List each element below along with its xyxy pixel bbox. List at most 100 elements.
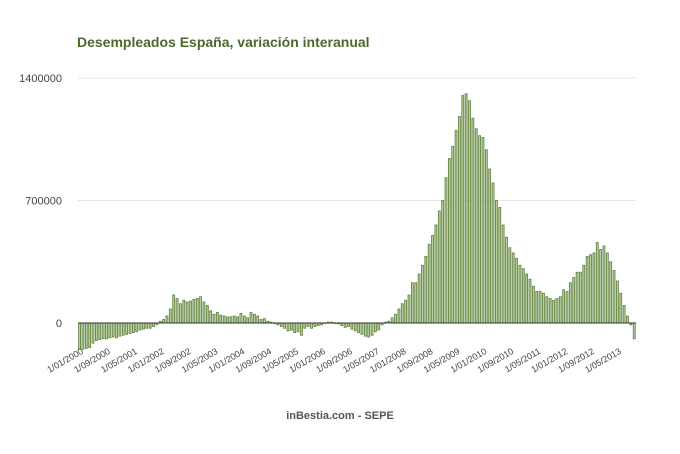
bar (609, 261, 613, 324)
bar (582, 264, 586, 324)
bar (212, 313, 216, 324)
bar (363, 322, 367, 337)
bar (599, 249, 602, 324)
bar (300, 322, 303, 336)
bar (518, 264, 522, 324)
bar (263, 318, 266, 324)
bar (535, 291, 539, 324)
bar (434, 224, 438, 324)
bar (622, 305, 626, 324)
bar (131, 322, 135, 334)
bar (390, 317, 394, 324)
bar (168, 308, 172, 324)
bar (528, 278, 532, 324)
bar (548, 298, 552, 324)
bar (306, 322, 310, 327)
bar (478, 135, 481, 324)
bar (236, 316, 239, 324)
bar (182, 299, 186, 324)
bar (95, 322, 98, 341)
chart-source: inBestia.com - SEPE (286, 410, 394, 422)
bar (461, 95, 465, 324)
bar (84, 322, 88, 349)
bar (501, 224, 505, 324)
bar (350, 322, 354, 330)
bar (199, 296, 202, 324)
bar (98, 322, 102, 341)
bar (118, 322, 122, 337)
bar (495, 200, 498, 324)
bar (508, 247, 512, 324)
bar (115, 322, 118, 339)
bar (289, 322, 293, 331)
bar (286, 322, 290, 332)
bar (152, 322, 155, 327)
bar (552, 299, 555, 324)
bar (357, 322, 360, 334)
bar (595, 242, 599, 324)
bar (498, 207, 502, 324)
bar (589, 254, 592, 324)
bar (370, 322, 374, 336)
bar (246, 317, 250, 324)
bar (481, 137, 485, 324)
bar (505, 236, 508, 324)
bar (447, 158, 451, 324)
bar (216, 312, 219, 324)
bar (162, 319, 165, 324)
bar (205, 305, 209, 324)
bar (353, 322, 357, 332)
bar (531, 285, 535, 324)
bar (565, 291, 569, 324)
bar (400, 303, 404, 324)
bar (421, 264, 424, 324)
bar (414, 282, 418, 324)
bar (444, 177, 448, 324)
bar (488, 168, 492, 324)
bar (91, 322, 95, 344)
bar (558, 296, 562, 324)
bar (605, 252, 609, 324)
bar (125, 322, 129, 335)
bar (525, 273, 529, 324)
bar (192, 298, 196, 324)
bar (242, 315, 246, 324)
bar (568, 282, 572, 324)
bar (226, 316, 229, 324)
bar (397, 308, 401, 324)
bar (542, 292, 545, 324)
bar (185, 301, 189, 324)
y-tick-label: 1400000 (19, 73, 62, 85)
bar (142, 322, 145, 330)
bar (229, 316, 233, 324)
bar (451, 145, 455, 324)
bar (407, 294, 411, 324)
bar (468, 100, 471, 324)
bar (410, 282, 414, 324)
bar (101, 322, 105, 340)
bar (179, 303, 182, 324)
bar (579, 271, 582, 324)
bar (374, 322, 377, 333)
bar (189, 300, 192, 324)
bar (616, 280, 619, 324)
bar (175, 298, 179, 324)
bar (612, 270, 616, 324)
bar (88, 322, 92, 348)
bar (626, 315, 629, 324)
bar (209, 310, 213, 324)
bar (222, 315, 226, 324)
bar (249, 312, 253, 324)
bar (484, 149, 488, 324)
bar (279, 322, 283, 327)
bar (202, 301, 206, 324)
bar (256, 315, 260, 324)
bar (437, 210, 441, 324)
bar (441, 200, 444, 324)
bar (148, 322, 152, 329)
bar (538, 291, 542, 324)
bar (252, 313, 256, 324)
bar (592, 252, 596, 324)
bar (562, 289, 566, 324)
bar (81, 322, 85, 350)
